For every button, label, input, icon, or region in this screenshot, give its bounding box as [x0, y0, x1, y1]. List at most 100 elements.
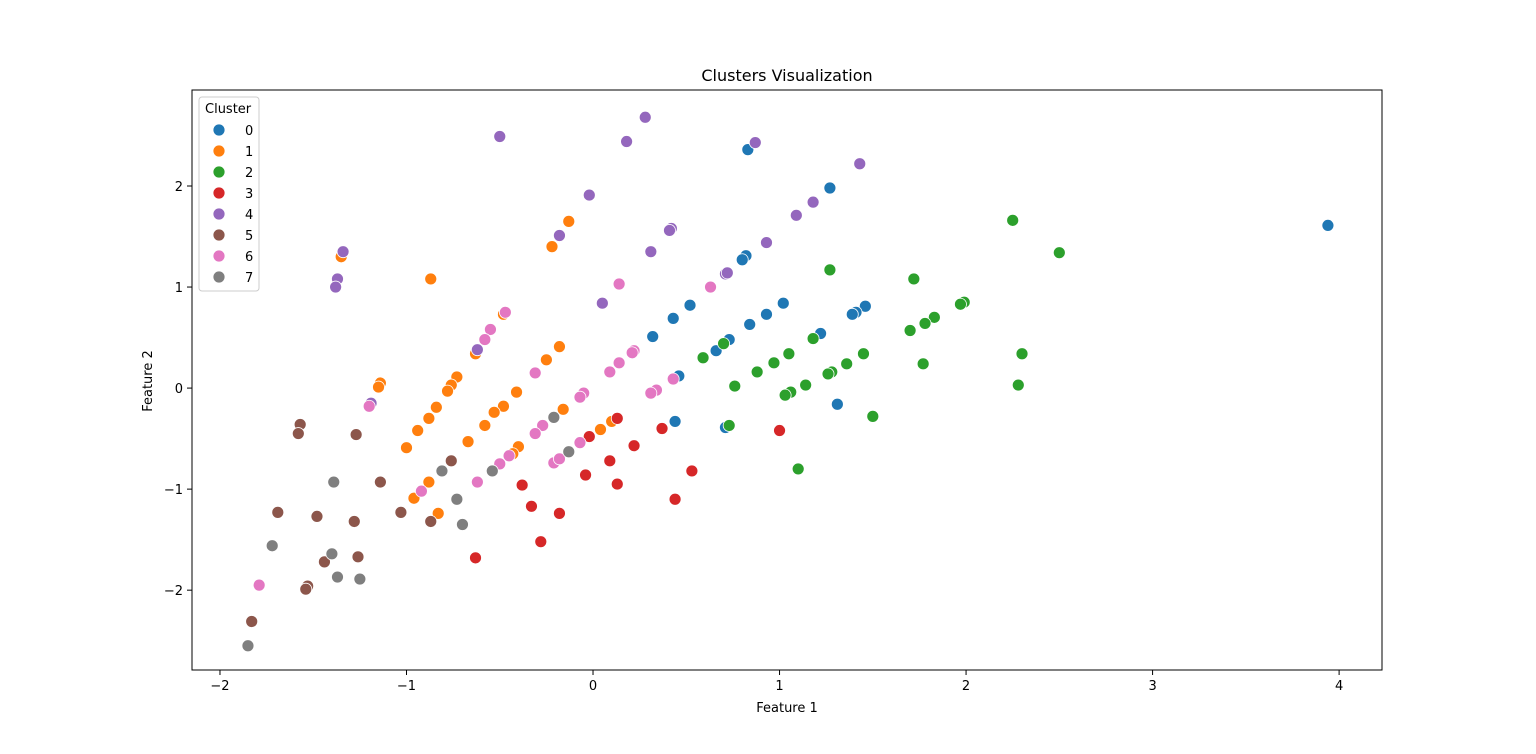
cluster-0-point	[823, 181, 837, 195]
cluster-0-point	[1321, 219, 1335, 232]
cluster-1-point	[497, 399, 510, 413]
legend-label: 3	[245, 187, 253, 202]
cluster-2-point	[791, 462, 805, 476]
cluster-2-point	[806, 332, 820, 345]
cluster-0-point	[760, 307, 773, 321]
cluster-7-point	[265, 539, 279, 553]
cluster-4-point	[329, 280, 343, 294]
cluster-0-point	[666, 311, 680, 325]
cluster-3-point	[582, 430, 596, 443]
cluster-0-point	[683, 298, 697, 312]
legend-label: 0	[245, 124, 253, 139]
cluster-3-point	[534, 535, 548, 549]
cluster-5-point	[373, 475, 387, 489]
cluster-2-point	[717, 337, 730, 351]
cluster-2-point	[857, 347, 870, 361]
cluster-5-point	[351, 550, 365, 564]
plot-frame	[191, 89, 1383, 671]
legend-marker	[212, 165, 226, 179]
cluster-7-point	[450, 492, 464, 506]
cluster-2-point	[782, 347, 796, 361]
cluster-1-point	[400, 441, 413, 455]
cluster-1-point	[424, 272, 438, 286]
cluster-2-point	[903, 324, 917, 337]
cluster-0-point	[735, 253, 749, 267]
cluster-3-point	[668, 492, 682, 506]
cluster-5-point	[394, 505, 408, 519]
cluster-2-point	[1052, 246, 1066, 260]
cluster-6-point	[612, 356, 626, 370]
cluster-6-point	[502, 449, 516, 463]
cluster-0-point	[776, 296, 790, 310]
legend-marker	[212, 228, 226, 242]
cluster-5-point	[349, 428, 363, 441]
cluster-1-point	[562, 214, 576, 228]
cluster-6-point	[478, 333, 492, 346]
y-axis-label: Feature 2	[141, 350, 156, 412]
legend-marker	[212, 144, 226, 158]
cluster-7-point	[547, 410, 561, 424]
cluster-3-point	[627, 439, 641, 453]
cluster-3-point	[525, 499, 538, 513]
cluster-6-point	[553, 452, 566, 466]
cluster-2-point	[1015, 347, 1029, 361]
y-axis: −2 −1 0 1 2	[164, 180, 192, 599]
y-tick-label: 0	[175, 382, 183, 397]
cluster-2-point	[767, 356, 781, 370]
cluster-5-point	[299, 582, 313, 596]
cluster-3-point	[655, 422, 669, 435]
legend-marker	[212, 270, 226, 284]
cluster-7-point	[353, 572, 367, 586]
cluster-6-point	[498, 305, 512, 319]
cluster-2-point	[750, 365, 764, 379]
legend: Cluster 0 1 2 3 4 5 6 7	[198, 96, 260, 292]
cluster-5-point	[318, 555, 331, 569]
cluster-1-point	[556, 402, 570, 416]
cluster-3-point	[603, 454, 617, 468]
cluster-2-point	[823, 263, 837, 277]
cluster-3-point	[773, 424, 786, 437]
cluster-0-point	[668, 415, 682, 428]
cluster-7-point	[485, 464, 499, 478]
cluster-6-point	[484, 323, 497, 336]
cluster-6-point	[536, 419, 550, 432]
cluster-1-point	[429, 400, 443, 414]
cluster-2-point	[840, 357, 854, 371]
cluster-1-point	[510, 385, 523, 399]
legend-box	[198, 96, 260, 292]
cluster-5-point	[347, 515, 361, 528]
cluster-3-point	[553, 506, 566, 520]
cluster-7-point	[331, 570, 344, 584]
cluster-4-point	[582, 188, 596, 202]
cluster-4-point	[638, 110, 652, 124]
cluster-0-point	[845, 307, 859, 321]
x-tick-label: 1	[775, 679, 783, 694]
cluster-7-point	[241, 639, 255, 653]
cluster-3-point	[685, 464, 699, 478]
cluster-7-point	[562, 445, 576, 459]
x-tick-label: 4	[1335, 679, 1343, 694]
legend-title: Cluster	[205, 102, 252, 117]
cluster-1-point	[478, 419, 492, 432]
legend-label: 6	[245, 250, 253, 265]
cluster-2-point	[728, 379, 742, 393]
cluster-0-point	[646, 330, 660, 343]
x-tick-label: −2	[210, 679, 229, 694]
cluster-4-point	[789, 208, 803, 222]
cluster-4-point	[595, 296, 609, 310]
cluster-2-point	[918, 317, 932, 330]
plot-area	[191, 89, 1383, 671]
cluster-3-point	[469, 551, 482, 565]
cluster-1-point	[431, 506, 445, 520]
cluster-2-point	[722, 419, 736, 432]
cluster-2-point	[778, 388, 792, 402]
x-axis: −2 −1 0 1 2 3 4	[210, 670, 1343, 694]
cluster-4-point	[806, 195, 820, 209]
cluster-6-point	[470, 475, 484, 489]
cluster-2-point	[1011, 378, 1025, 392]
cluster-1-point	[422, 411, 436, 425]
cluster-4-point	[644, 245, 658, 259]
cluster-1-point	[539, 353, 553, 367]
cluster-7-point	[435, 464, 449, 478]
cluster-6-point	[625, 346, 639, 360]
